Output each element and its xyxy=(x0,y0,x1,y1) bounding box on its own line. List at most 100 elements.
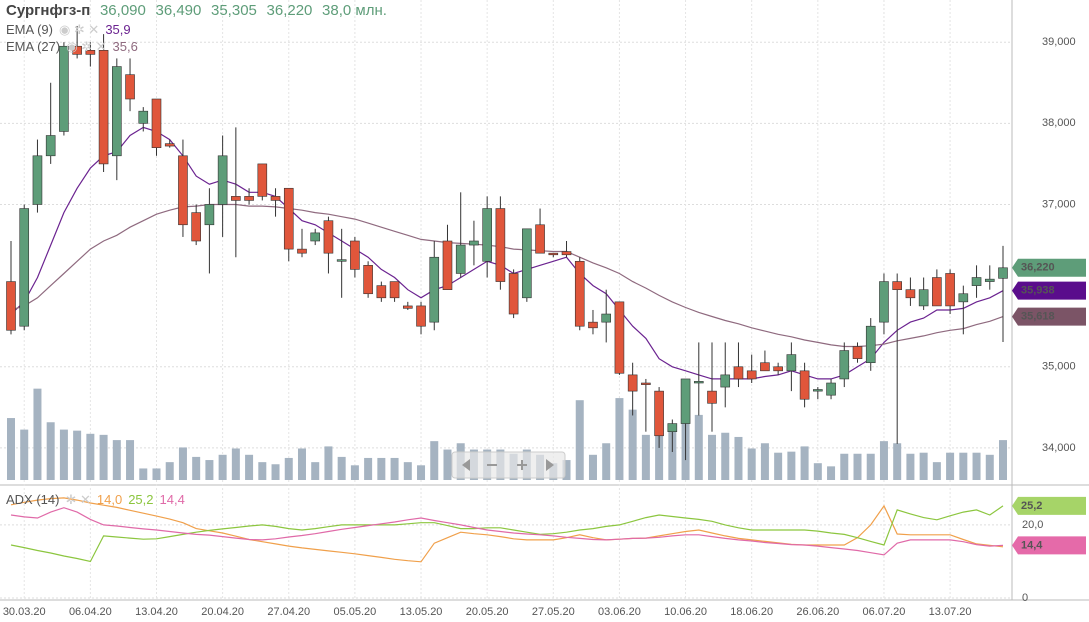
y-tick-label: 37,000 xyxy=(1042,198,1076,210)
y-tick-label: 38,000 xyxy=(1042,117,1076,129)
value-badge xyxy=(1012,281,1086,300)
candle-body xyxy=(495,208,506,282)
volume-bar xyxy=(708,434,717,480)
legend-value: 35,9 xyxy=(105,22,131,37)
volume-bar xyxy=(165,462,174,480)
volume-bar xyxy=(258,462,267,480)
value-badge xyxy=(1012,258,1086,277)
volume-bar xyxy=(853,453,862,480)
volume-bar xyxy=(231,448,240,480)
zoom-in[interactable] xyxy=(521,460,523,470)
volume-bar xyxy=(112,440,121,480)
volume-bar xyxy=(840,453,849,480)
legend-value: 14,4 xyxy=(159,492,185,507)
candle-body xyxy=(574,260,585,327)
ohlc-value: 35,305 xyxy=(211,2,257,19)
volume-bar xyxy=(575,400,584,480)
volume-bar xyxy=(364,457,373,480)
legend-value: 35,6 xyxy=(112,39,138,54)
candle-body xyxy=(826,382,836,396)
volume-bar xyxy=(20,429,29,480)
volume-bar xyxy=(641,434,650,480)
line xyxy=(10,505,1004,563)
legend-name: EMA (9) xyxy=(6,22,53,37)
legend-name: ADX (14) xyxy=(6,492,60,507)
volume-bar xyxy=(417,465,426,480)
volume-bar xyxy=(337,456,346,480)
legend-icons[interactable]: ✲ ✕ xyxy=(65,492,91,507)
candle-body xyxy=(879,281,889,323)
candle-body xyxy=(945,273,955,307)
candle-body xyxy=(244,196,254,201)
scroll-left[interactable] xyxy=(462,459,470,471)
x-tick-label: 30.03.20 xyxy=(3,606,46,618)
candle-body xyxy=(323,220,334,254)
volume-bar xyxy=(959,452,968,480)
value-badge-label: 35,618 xyxy=(1021,311,1055,323)
candle-body xyxy=(376,285,387,299)
value-badge xyxy=(1012,536,1086,555)
candle-body xyxy=(429,256,440,323)
candle-body xyxy=(125,74,135,100)
candle-body xyxy=(984,278,995,282)
volume-bar xyxy=(694,414,703,480)
candle-body xyxy=(852,346,863,359)
scroll-box[interactable] xyxy=(451,451,566,479)
volume-bar xyxy=(443,449,452,480)
x-tick-label: 20.05.20 xyxy=(466,606,509,618)
volume-bar xyxy=(192,456,201,480)
candle-body xyxy=(231,196,241,201)
x-tick-label: 26.06.20 xyxy=(796,606,839,618)
legend-icons[interactable]: ◉ ✲ ✕ xyxy=(58,22,100,37)
volume-bar xyxy=(7,418,15,480)
candle-body xyxy=(416,305,426,327)
legend-icons[interactable]: ◉ ✲ ✕ xyxy=(66,39,107,54)
candle-body xyxy=(204,204,215,226)
candle-body xyxy=(297,248,307,254)
ohlc-value: 36,490 xyxy=(155,2,202,19)
candle-body xyxy=(998,267,1008,279)
candle-body xyxy=(257,163,268,197)
volume-bar xyxy=(972,452,981,480)
volume-bar xyxy=(655,425,664,480)
candle-body xyxy=(773,366,783,372)
scroll-right[interactable] xyxy=(546,459,554,471)
candle-body xyxy=(19,208,30,327)
volume-bar xyxy=(893,443,902,480)
candle-body xyxy=(98,50,109,165)
candle-body xyxy=(601,313,612,323)
candle-body xyxy=(905,289,916,299)
ohlc-value: 36,220 xyxy=(266,2,313,19)
candle-body xyxy=(350,240,360,270)
candle-body xyxy=(839,350,850,380)
scroll-widget[interactable] xyxy=(451,451,566,479)
candle-body xyxy=(283,187,294,250)
zoom-out[interactable] xyxy=(487,464,497,466)
line xyxy=(10,203,1004,348)
candle-body xyxy=(680,378,691,424)
x-tick-label: 06.07.20 xyxy=(863,606,906,618)
line xyxy=(10,507,1004,556)
candle-body xyxy=(6,281,16,331)
candle-body xyxy=(522,228,532,299)
candle-body xyxy=(865,325,876,364)
candle-body xyxy=(733,366,744,380)
legend-value: 25,2 xyxy=(128,492,154,507)
volume-bar xyxy=(403,462,412,480)
candle-body xyxy=(85,50,96,55)
x-tick-label: 03.06.20 xyxy=(598,606,641,618)
y-tick-label: 0 xyxy=(1022,592,1028,604)
candle-body xyxy=(654,390,664,437)
volume-bar xyxy=(999,440,1007,480)
candle-body xyxy=(561,251,572,256)
candle-body xyxy=(45,135,56,157)
candle-body xyxy=(151,98,162,148)
value-badge xyxy=(1012,307,1086,326)
volume-bar xyxy=(390,457,399,480)
x-tick-label: 13.04.20 xyxy=(135,606,178,618)
candle-body xyxy=(799,370,810,400)
legend-name: EMA (27) xyxy=(6,39,61,54)
volume-bar xyxy=(297,448,306,480)
overlay-layer: 34,000 35,000 37,000 38,000 39,000 0 20,0 30.03… xyxy=(3,36,1086,618)
